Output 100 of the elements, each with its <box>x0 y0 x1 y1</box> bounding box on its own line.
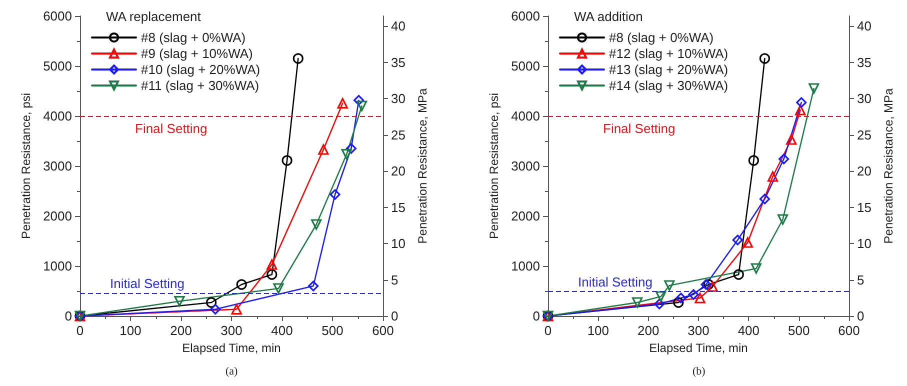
legend-title: WA addition <box>574 9 643 24</box>
point <box>808 83 820 94</box>
point <box>318 144 329 155</box>
y2-tick-label: 15 <box>857 200 872 215</box>
point <box>676 292 686 304</box>
y-tick-label: 5000 <box>511 58 540 74</box>
point <box>733 269 744 280</box>
point <box>664 280 675 291</box>
legend-label: #13 (slag + 20%WA) <box>609 62 728 77</box>
point <box>236 279 247 290</box>
y2-tick-label: 35 <box>391 54 406 70</box>
point <box>750 263 762 274</box>
point <box>707 281 718 292</box>
x-tick-label: 200 <box>637 323 660 338</box>
legend-title: WA replacement <box>106 9 202 24</box>
y-tick-label: 3000 <box>43 158 72 174</box>
point <box>330 189 340 200</box>
point <box>210 304 221 315</box>
y2-tick-label: 20 <box>391 164 406 179</box>
point <box>356 100 368 112</box>
x-tick-label: 200 <box>170 323 192 338</box>
point <box>311 219 322 230</box>
point <box>337 98 348 109</box>
y2-tick-label: 40 <box>391 18 406 34</box>
point <box>346 143 356 154</box>
x-tick-label: 0 <box>76 323 84 338</box>
point <box>341 148 352 160</box>
text: (b) <box>692 366 706 378</box>
y-tick-label: 1000 <box>511 258 540 274</box>
y2-tick-label: 5 <box>391 272 398 288</box>
y-axis-title: Penetration Resistance, psi <box>487 92 501 240</box>
x-tick-label: 500 <box>788 323 810 338</box>
point <box>231 304 242 315</box>
y2-tick-label: 25 <box>391 127 406 142</box>
ref-line-label: Initial Setting <box>110 276 184 291</box>
y2-tick-label: 35 <box>857 54 872 70</box>
y-tick-label: 6000 <box>511 8 540 24</box>
y2-tick-label: 40 <box>857 18 872 34</box>
ref-line-label: Final Setting <box>603 121 676 136</box>
point <box>292 53 304 64</box>
y2-axis-title: Penetration Resistance, MPa <box>881 88 896 244</box>
legend-label: #9 (slag + 10%WA) <box>141 46 253 61</box>
legend-label: #11 (slag + 30%WA) <box>141 78 260 93</box>
point <box>700 279 712 290</box>
point <box>654 298 665 310</box>
y2-tick-label: 30 <box>391 91 406 106</box>
x-tick-label: 0 <box>544 323 552 338</box>
legend-label: #14 (slag + 30%WA) <box>609 78 728 93</box>
y2-tick-label: 15 <box>391 200 406 215</box>
y-tick-label: 2000 <box>43 208 72 224</box>
point <box>742 237 753 248</box>
x-tick-label: 400 <box>271 323 293 338</box>
y2-tick-label: 30 <box>857 91 872 106</box>
y-tick-label: 5000 <box>43 58 72 74</box>
y2-tick-label: 10 <box>391 236 406 252</box>
x-axis-title: Elapsed Time, min <box>182 340 281 355</box>
ref-line-label: Final Setting <box>135 121 208 136</box>
point <box>308 280 319 292</box>
x-tick-label: 500 <box>322 323 344 338</box>
y-axis-title: Penetration Resistance, psi <box>19 92 33 240</box>
point <box>688 289 699 300</box>
legend-label: #8 (slag + 0%WA) <box>141 30 246 45</box>
legend-label: #10 (slag + 20%WA) <box>141 62 260 77</box>
point <box>732 234 743 246</box>
point <box>273 283 284 294</box>
x-tick-label: 600 <box>838 323 860 338</box>
x-tick-label: 400 <box>738 323 760 338</box>
y2-tick-label: 0 <box>391 308 398 324</box>
x-tick-label: 100 <box>120 323 142 338</box>
x-tick-label: 100 <box>587 323 610 338</box>
x-tick-label: 300 <box>688 323 710 338</box>
point <box>656 291 666 302</box>
point <box>759 194 770 204</box>
y-tick-label: 6000 <box>43 8 72 24</box>
y-tick-label: 0 <box>532 308 540 324</box>
point <box>673 297 684 308</box>
point <box>206 297 217 308</box>
ref-line-label: Initial Setting <box>578 274 652 290</box>
point <box>266 259 278 270</box>
point <box>759 53 770 64</box>
point <box>703 279 714 290</box>
y-tick-label: 2000 <box>511 208 540 224</box>
legend-label: #8 (slag + 0%WA) <box>609 30 714 45</box>
point <box>767 171 778 182</box>
y-tick-label: 3000 <box>511 158 540 174</box>
point <box>786 134 797 145</box>
y-tick-label: 4000 <box>43 108 72 124</box>
y2-tick-label: 20 <box>857 164 872 179</box>
point <box>174 296 185 307</box>
x-axis-title: Elapsed Time, min <box>649 340 748 355</box>
x-tick-label: 600 <box>372 323 394 338</box>
point <box>694 292 706 304</box>
y2-tick-label: 5 <box>857 272 864 288</box>
point <box>748 155 759 166</box>
point <box>632 297 643 308</box>
text: (a) <box>226 366 238 378</box>
y-tick-label: 1000 <box>43 258 72 274</box>
y2-tick-label: 0 <box>857 308 864 324</box>
y2-tick-label: 10 <box>857 236 872 252</box>
point <box>777 214 788 225</box>
